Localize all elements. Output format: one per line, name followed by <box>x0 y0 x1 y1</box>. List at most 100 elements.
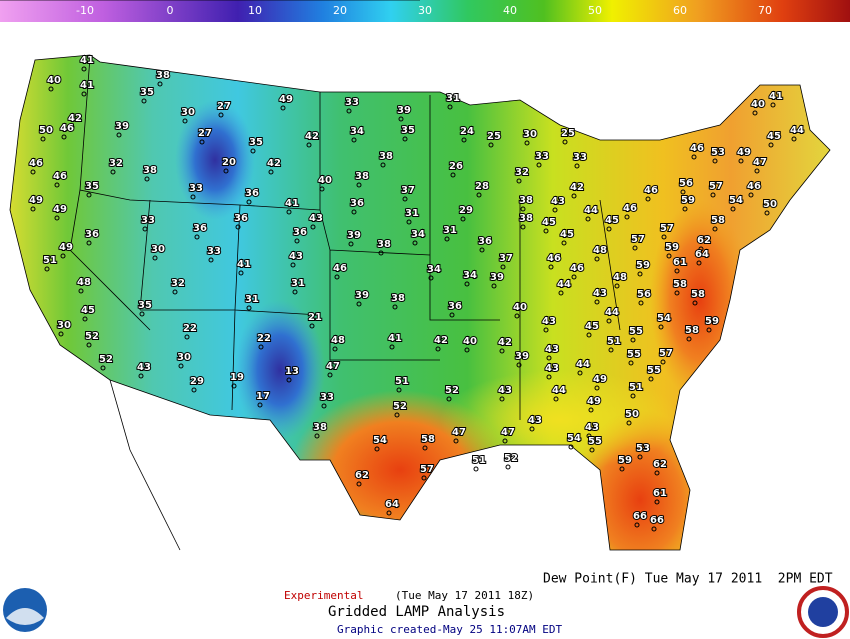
station-value: 53 <box>711 147 725 158</box>
station-value: 49 <box>59 242 73 253</box>
station-value: 34 <box>463 270 477 281</box>
station-marker <box>218 112 224 118</box>
us-outline <box>9 54 831 551</box>
station-marker <box>574 163 580 169</box>
station-marker <box>594 385 600 391</box>
station-marker <box>586 332 592 338</box>
station-value: 37 <box>401 185 415 196</box>
station-value: 43 <box>585 422 599 433</box>
station-marker <box>571 193 577 199</box>
station-value: 62 <box>355 470 369 481</box>
station-marker <box>479 247 485 253</box>
station-marker <box>257 402 263 408</box>
station-marker <box>696 260 702 266</box>
station-value: 43 <box>542 316 556 327</box>
station-marker <box>520 206 526 212</box>
station-value: 59 <box>665 242 679 253</box>
station-marker <box>500 264 506 270</box>
station-value: 36 <box>448 301 462 312</box>
station-marker <box>543 228 549 234</box>
station-value: 43 <box>551 196 565 207</box>
station-value: 51 <box>629 382 643 393</box>
station-marker <box>674 268 680 274</box>
station-value: 52 <box>85 331 99 342</box>
station-marker <box>421 475 427 481</box>
station-value: 32 <box>171 278 185 289</box>
station-marker <box>449 312 455 318</box>
station-value: 40 <box>513 302 527 313</box>
station-value: 49 <box>593 374 607 385</box>
station-marker <box>152 255 158 261</box>
station-value: 33 <box>207 246 221 257</box>
station-marker <box>69 124 75 130</box>
station-marker <box>389 344 395 350</box>
station-marker <box>499 396 505 402</box>
station-value: 51 <box>607 336 621 347</box>
station-marker <box>637 271 643 277</box>
station-value: 42 <box>305 131 319 142</box>
station-value: 55 <box>629 326 643 337</box>
station-value: 57 <box>709 181 723 192</box>
station-marker <box>632 245 638 251</box>
noaa-logo <box>3 588 47 632</box>
station-marker <box>172 289 178 295</box>
station-value: 39 <box>355 290 369 301</box>
colorbar-label: -10 <box>76 4 94 17</box>
station-value: 32 <box>515 167 529 178</box>
station-value: 33 <box>573 152 587 163</box>
station-marker <box>394 412 400 418</box>
station-value: 41 <box>237 259 251 270</box>
station-value: 43 <box>545 363 559 374</box>
station-marker <box>223 168 229 174</box>
station-value: 41 <box>285 198 299 209</box>
station-value: 43 <box>137 362 151 373</box>
station-marker <box>505 464 511 470</box>
station-marker <box>332 346 338 352</box>
station-marker <box>428 275 434 281</box>
station-value: 40 <box>463 336 477 347</box>
station-marker <box>546 355 552 361</box>
station-value: 46 <box>29 158 43 169</box>
station-marker <box>752 110 758 116</box>
station-value: 55 <box>627 349 641 360</box>
station-marker <box>110 169 116 175</box>
station-value: 56 <box>679 178 693 189</box>
station-marker <box>182 118 188 124</box>
station-marker <box>116 132 122 138</box>
station-value: 47 <box>326 361 340 372</box>
station-value: 49 <box>53 204 67 215</box>
station-marker <box>346 108 352 114</box>
station-marker <box>141 98 147 104</box>
station-value: 44 <box>790 125 804 136</box>
station-marker <box>392 304 398 310</box>
station-marker <box>770 102 776 108</box>
station-value: 57 <box>659 348 673 359</box>
station-marker <box>348 241 354 247</box>
station-value: 36 <box>478 236 492 247</box>
station-value: 39 <box>115 121 129 132</box>
station-value: 55 <box>588 436 602 447</box>
station-value: 38 <box>156 70 170 81</box>
station-marker <box>654 499 660 505</box>
station-marker <box>645 196 651 202</box>
station-value: 31 <box>291 278 305 289</box>
product-label: Dew Point(F) Tue May 17 2011 2PM EDT <box>543 572 833 587</box>
station-marker <box>139 311 145 317</box>
station-value: 25 <box>487 131 501 142</box>
station-value: 57 <box>660 223 674 234</box>
station-value: 38 <box>391 293 405 304</box>
colorbar-label: 50 <box>588 4 602 17</box>
state-lines <box>69 56 621 420</box>
station-value: 38 <box>519 195 533 206</box>
station-value: 54 <box>729 195 743 206</box>
station-value: 52 <box>504 453 518 464</box>
station-marker <box>412 240 418 246</box>
station-value: 50 <box>625 409 639 420</box>
station-marker <box>680 189 686 195</box>
station-value: 22 <box>257 333 271 344</box>
station-value: 56 <box>637 289 651 300</box>
station-value: 32 <box>109 158 123 169</box>
station-value: 43 <box>289 251 303 262</box>
station-value: 27 <box>217 101 231 112</box>
station-value: 48 <box>331 335 345 346</box>
